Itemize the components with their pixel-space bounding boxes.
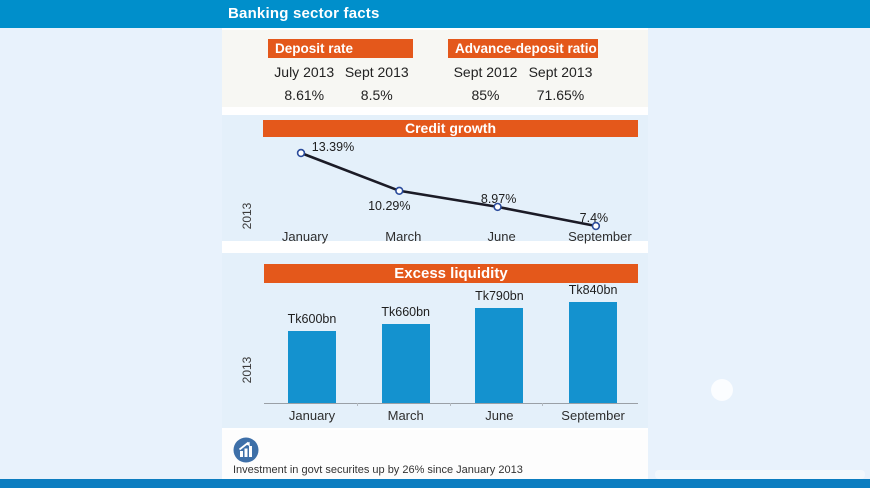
deposit-col-header: Sept 2013: [344, 64, 409, 80]
page-title: Banking sector facts: [228, 5, 380, 22]
bar-x-axis-label: March: [387, 408, 424, 423]
excess-liquidity-chart: Excess liquidity 2013 Tk600bn January Tk66…: [222, 253, 648, 428]
axis-tick: [450, 403, 451, 406]
excess-liquidity-title: Excess liquidity: [264, 264, 638, 283]
line-x-axis-label: June: [487, 229, 516, 244]
deposit-rate-title: Deposit rate: [268, 39, 413, 58]
watermark-strip: [655, 470, 865, 479]
advance-col-header: Sept 2013: [528, 64, 593, 80]
content-column: Deposit rate July 2013 Sept 2013 8.61% 8…: [222, 28, 648, 479]
line-x-axis-label: September: [568, 229, 632, 244]
credit-growth-chart: Credit growth 2013 13.39% 10.29% 8.97% 7.4%…: [222, 115, 648, 244]
bar-x-axis-label: January: [288, 408, 336, 423]
bar-value-label: Tk660bn: [381, 304, 431, 319]
bar-x-axis-label: September: [561, 408, 625, 423]
masthead-bar: Banking sector facts: [0, 0, 870, 28]
deposit-col-header: July 2013: [274, 64, 335, 80]
deposit-value: 8.61%: [284, 87, 325, 103]
liquidity-bar: [475, 308, 524, 403]
watermark-circle: [711, 379, 733, 401]
x-axis-line: [264, 403, 638, 404]
advance-value: 71.65%: [536, 87, 585, 103]
bar-x-axis-label: June: [485, 408, 514, 423]
line-point-value-label: 10.29%: [368, 198, 411, 213]
advance-deposit-title: Advance-deposit ratio: [448, 39, 598, 58]
axis-tick: [357, 403, 358, 406]
footer-note-text: Investment in govt securites up by 26% s…: [233, 464, 523, 476]
advance-col-header: Sept 2012: [453, 64, 518, 80]
credit-growth-line: [296, 148, 601, 231]
line-x-axis-label: March: [385, 229, 422, 244]
bar-value-label: Tk790bn: [475, 289, 524, 304]
line-point-value-label: 13.39%: [311, 139, 355, 154]
line-point-value-label: 8.97%: [480, 191, 517, 206]
rates-section: Deposit rate July 2013 Sept 2013 8.61% 8…: [222, 30, 648, 107]
footer-note-section: Investment in govt securites up by 26% s…: [222, 430, 648, 479]
bar-value-label: Tk600bn: [287, 312, 337, 326]
bar-chart-up-arrow-icon: [233, 437, 259, 463]
axis-tick: [542, 403, 543, 406]
liquidity-bar: [381, 323, 430, 403]
bar-value-label: Tk840bn: [568, 283, 618, 298]
advance-value: 85%: [471, 87, 500, 103]
liquidity-bar: [288, 331, 336, 403]
liquidity-bar: [569, 302, 618, 403]
line-x-axis-label: January: [281, 229, 329, 244]
credit-growth-title: Credit growth: [263, 120, 638, 137]
advance-deposit-ratio-table: Advance-deposit ratio Sept 2012 Sept 201…: [448, 39, 598, 103]
bottom-accent-bar: [0, 479, 870, 488]
deposit-value: 8.5%: [360, 87, 393, 103]
line-point-value-label: 7.4%: [579, 210, 609, 225]
deposit-rate-table: Deposit rate July 2013 Sept 2013 8.61% 8…: [268, 39, 413, 103]
bar-chart-year-label: 2013: [240, 356, 254, 384]
